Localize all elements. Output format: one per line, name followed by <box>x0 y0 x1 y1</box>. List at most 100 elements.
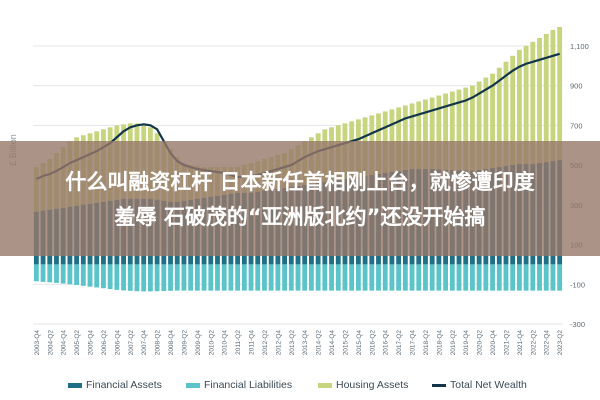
bar-financial-liabilities <box>516 264 522 291</box>
bar-financial-liabilities <box>302 264 308 291</box>
bar-financial-liabilities <box>483 264 489 291</box>
x-tick-label: 2022-Q4 <box>544 330 551 356</box>
bar-financial-liabilities <box>530 264 536 291</box>
bar-housing-assets <box>423 99 428 170</box>
bar-financial-liabilities <box>221 264 227 291</box>
x-tick-label: 2011-Q4 <box>249 330 256 355</box>
bar-financial-liabilities <box>194 264 200 291</box>
bar-financial-liabilities <box>456 264 462 291</box>
bar-financial-liabilities <box>275 264 281 291</box>
bar-financial-liabilities <box>87 264 93 287</box>
bar-financial-liabilities <box>228 264 234 291</box>
bar-financial-liabilities <box>309 264 314 291</box>
x-tick-label: 2009-Q4 <box>195 330 202 356</box>
bar-housing-assets <box>416 101 422 170</box>
bar-financial-liabilities <box>342 264 348 291</box>
x-tick-label: 2007-Q2 <box>128 330 135 356</box>
bar-financial-liabilities <box>503 264 509 291</box>
x-tick-label: 2015-Q4 <box>356 330 363 356</box>
bar-housing-assets <box>402 105 408 171</box>
bar-financial-liabilities <box>248 264 254 291</box>
bar-financial-liabilities <box>362 264 368 291</box>
bar-housing-assets <box>409 103 415 170</box>
bar-financial-liabilities <box>134 264 140 292</box>
headline-line-2: 羞辱 石破茂的“亚洲版北约”还没开始搞 <box>114 205 486 229</box>
y-tick-label: -100 <box>570 280 585 289</box>
bar-financial-liabilities <box>443 264 449 291</box>
bar-financial-liabilities <box>101 264 106 289</box>
x-tick-label: 2016-Q2 <box>369 330 376 356</box>
bar-housing-assets <box>543 33 549 163</box>
bar-financial-liabilities <box>295 264 301 291</box>
x-tick-label: 2003-Q4 <box>34 330 41 356</box>
x-tick-label: 2011-Q2 <box>235 330 242 355</box>
bar-financial-liabilities <box>208 264 214 291</box>
bar-housing-assets <box>389 109 395 173</box>
legend-item-total-net-wealth: Total Net Wealth <box>432 376 527 394</box>
bar-housing-assets <box>523 45 529 165</box>
x-tick-label: 2015-Q2 <box>342 330 349 356</box>
bar-financial-liabilities <box>329 264 334 291</box>
bar-housing-assets <box>503 61 509 167</box>
bar-financial-liabilities <box>550 264 556 291</box>
bar-financial-liabilities <box>154 264 160 292</box>
bar-financial-liabilities <box>496 264 502 291</box>
bar-financial-liabilities <box>107 264 113 290</box>
legend-swatch <box>318 382 332 388</box>
bar-financial-liabilities <box>523 264 529 291</box>
bar-financial-liabilities <box>74 264 80 286</box>
x-tick-label: 2013-Q2 <box>289 330 296 356</box>
bar-financial-liabilities <box>147 264 153 292</box>
bar-housing-assets <box>483 77 489 170</box>
bar-financial-liabilities <box>389 264 395 291</box>
x-tick-label: 2013-Q4 <box>302 330 309 356</box>
x-tick-label: 2012-Q4 <box>275 330 282 356</box>
x-tick-label: 2021-Q4 <box>517 330 524 356</box>
bar-financial-liabilities <box>241 264 247 291</box>
bar-financial-liabilities <box>449 264 455 291</box>
bar-financial-liabilities <box>436 264 442 291</box>
x-tick-label: 2005-Q2 <box>74 330 81 356</box>
legend-label: Financial Liabilities <box>204 379 293 391</box>
bar-housing-assets <box>449 91 455 171</box>
bar-housing-assets <box>429 97 435 170</box>
x-tick-label: 2016-Q4 <box>383 330 390 356</box>
legend-swatch <box>68 382 82 388</box>
legend-swatch <box>186 382 200 388</box>
bar-financial-liabilities <box>490 264 495 291</box>
bar-financial-liabilities <box>33 264 39 282</box>
bar-financial-liabilities <box>557 264 563 291</box>
bar-financial-liabilities <box>174 264 180 291</box>
legend-item-financial-liabilities: Financial Liabilities <box>186 376 292 394</box>
bar-housing-assets <box>443 93 449 170</box>
bar-financial-liabilities <box>141 264 147 292</box>
bar-housing-assets <box>436 95 442 170</box>
x-tick-label: 2017-Q4 <box>410 330 417 356</box>
x-tick-label: 2010-Q4 <box>222 330 229 356</box>
bar-financial-liabilities <box>376 264 381 291</box>
bar-financial-liabilities <box>409 264 415 291</box>
bar-financial-liabilities <box>463 264 469 291</box>
bar-financial-liabilities <box>60 264 66 284</box>
x-tick-label: 2005-Q4 <box>88 330 95 356</box>
x-tick-label: 2006-Q2 <box>101 330 108 356</box>
bar-financial-liabilities <box>262 264 267 291</box>
bar-housing-assets <box>530 41 536 165</box>
bar-financial-liabilities <box>322 264 328 291</box>
x-tick-label: 2019-Q2 <box>450 330 457 356</box>
x-tick-label: 2009-Q2 <box>181 330 188 356</box>
bar-financial-liabilities <box>282 264 287 291</box>
bar-financial-liabilities <box>235 264 241 291</box>
bar-financial-liabilities <box>161 264 167 292</box>
bar-financial-liabilities <box>188 264 194 291</box>
y-tick-label: 1,100 <box>570 42 589 51</box>
bar-financial-liabilities <box>396 264 402 291</box>
x-tick-label: 2018-Q4 <box>436 330 443 356</box>
x-tick-label: 2012-Q2 <box>262 330 269 356</box>
bar-housing-assets <box>463 87 469 171</box>
bar-financial-liabilities <box>181 264 187 291</box>
bar-housing-assets <box>496 67 502 168</box>
bar-financial-liabilities <box>315 264 321 291</box>
legend-label: Financial Assets <box>86 379 162 391</box>
bar-financial-liabilities <box>67 264 73 285</box>
